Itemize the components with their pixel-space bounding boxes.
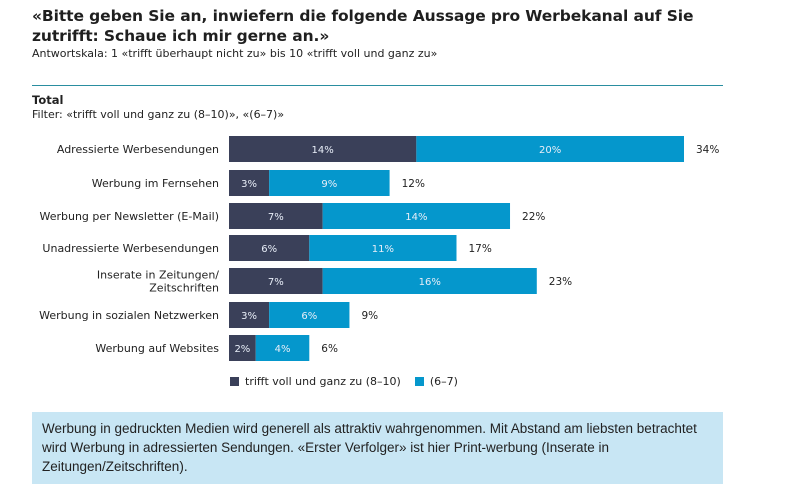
bar-segment-6-7 <box>322 203 511 229</box>
bar-segment-8-10 <box>229 235 310 261</box>
legend: trifft voll und ganz zu (8–10) (6–7) <box>230 375 472 388</box>
bar-value-label: 6% <box>301 311 317 322</box>
bar-total-label: 22% <box>522 211 545 223</box>
bar-value-label: 2% <box>234 344 250 355</box>
section-total-label: Total <box>32 93 64 107</box>
legend-swatch-dark <box>230 377 239 386</box>
bar-value-label: 16% <box>419 277 441 288</box>
category-label: Unadressierte Werbesendungen <box>42 242 219 255</box>
bar-value-label: 14% <box>405 212 427 223</box>
category-label: Adressierte Werbesendungen <box>57 143 219 156</box>
stacked-bar-chart: Adressierte Werbesendungen 14% 20% 34% Werbu… <box>39 136 719 361</box>
bar-total-label: 6% <box>321 343 338 355</box>
legend-label: (6–7) <box>429 375 458 388</box>
bar-total-label: 34% <box>696 144 719 156</box>
bar-segment-6-7 <box>416 136 684 162</box>
bar-value-label: 3% <box>241 311 257 322</box>
bar-segment-6-7 <box>269 302 350 328</box>
bar-segment-6-7 <box>269 170 390 196</box>
bar-segment-8-10 <box>229 203 323 229</box>
bar-total-label: 17% <box>469 243 492 255</box>
category-label: Inserate in Zeitungen/Zeitschriften <box>97 269 219 295</box>
bar-segment-8-10 <box>229 136 417 162</box>
legend-swatch-light <box>414 377 424 386</box>
bar-segment-8-10 <box>229 302 270 328</box>
bar-value-label: 7% <box>268 212 284 223</box>
bar-value-label: 4% <box>275 344 291 355</box>
bar-value-label: 7% <box>268 277 284 288</box>
category-label: Werbung im Fernsehen <box>92 177 219 190</box>
bar-value-label: 9% <box>321 179 337 190</box>
bar-total-label: 23% <box>549 276 572 288</box>
bar-segment-8-10 <box>229 170 270 196</box>
bar-total-label: 9% <box>361 310 378 322</box>
bar-segment-8-10 <box>229 335 256 361</box>
divider <box>32 85 723 86</box>
bar-value-label: 6% <box>261 244 277 255</box>
filter-text: Filter: «trifft voll und ganz zu (8–10)»… <box>32 108 285 121</box>
legend-item-6-7: (6–7) <box>414 375 458 388</box>
bar-segment-6-7 <box>255 335 310 361</box>
bar-segment-8-10 <box>229 268 323 294</box>
bar-value-label: 20% <box>539 145 561 156</box>
legend-item-8-10: trifft voll und ganz zu (8–10) <box>230 375 401 388</box>
category-label: Werbung per Newsletter (E-Mail) <box>39 210 219 223</box>
category-label: Werbung auf Websites <box>95 342 219 355</box>
bar-segment-6-7 <box>309 235 457 261</box>
bar-total-label: 12% <box>402 178 425 190</box>
bar-value-label: 3% <box>241 179 257 190</box>
bar-value-label: 11% <box>372 244 394 255</box>
legend-label: trifft voll und ganz zu (8–10) <box>245 375 401 388</box>
bar-segment-6-7 <box>322 268 537 294</box>
chart-title: «Bitte geben Sie an, inwiefern die folge… <box>32 7 694 45</box>
scale-note: Antwortskala: 1 «trifft überhaupt nicht … <box>32 47 438 60</box>
category-label: Werbung in sozialen Netzwerken <box>39 309 219 322</box>
summary-note: Werbung in gedruckten Medien wird genere… <box>32 412 723 484</box>
bar-value-label: 14% <box>312 145 334 156</box>
